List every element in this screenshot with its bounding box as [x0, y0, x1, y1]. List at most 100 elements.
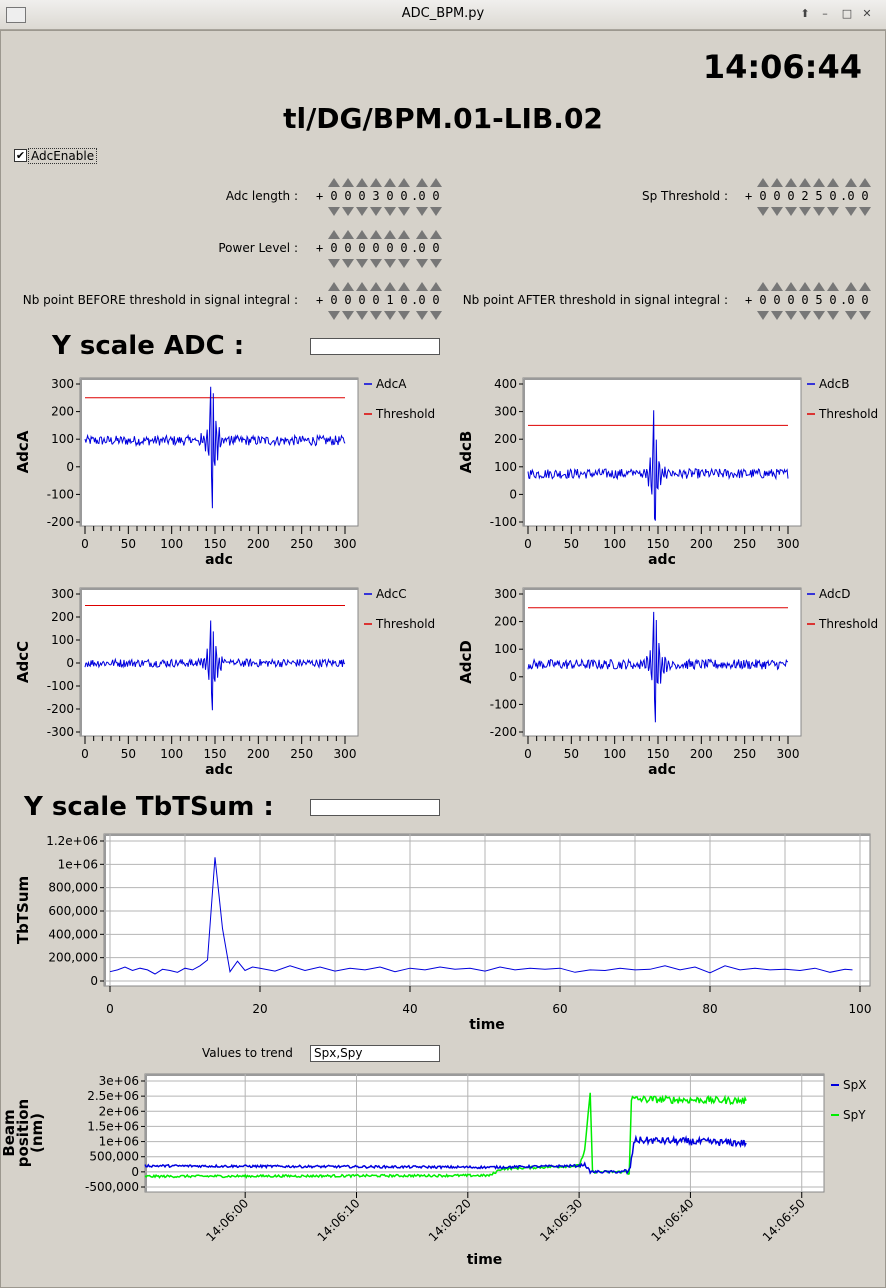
arrow-down-icon[interactable]	[356, 207, 368, 216]
arrow-up-icon[interactable]	[813, 178, 825, 187]
arrow-up-icon[interactable]	[757, 178, 769, 187]
arrow-down-icon[interactable]	[785, 207, 797, 216]
arrow-down-icon[interactable]	[771, 311, 783, 320]
arrow-down-icon[interactable]	[416, 311, 428, 320]
arrow-up-icon[interactable]	[827, 282, 839, 291]
arrow-down-icon[interactable]	[398, 259, 410, 268]
arrow-down-icon[interactable]	[430, 311, 442, 320]
arrow-up-icon[interactable]	[370, 282, 382, 291]
close-icon[interactable]: ✕	[862, 7, 872, 20]
arrow-up-icon[interactable]	[370, 230, 382, 239]
arrow-down-icon[interactable]	[845, 207, 857, 216]
arrow-down-icon[interactable]	[370, 207, 382, 216]
wheel-digit[interactable]: 0	[785, 282, 797, 320]
trend-input[interactable]: Spx,Spy	[310, 1045, 440, 1062]
arrow-down-icon[interactable]	[356, 311, 368, 320]
yscale-adc-input[interactable]	[310, 338, 440, 355]
arrow-up-icon[interactable]	[384, 230, 396, 239]
arrow-down-icon[interactable]	[398, 207, 410, 216]
arrow-down-icon[interactable]	[342, 259, 354, 268]
arrow-up-icon[interactable]	[416, 178, 428, 187]
arrow-down-icon[interactable]	[859, 311, 871, 320]
wheel-digit[interactable]: 0	[785, 178, 797, 216]
arrow-up-icon[interactable]	[416, 230, 428, 239]
wheel-digit[interactable]: 0	[342, 230, 354, 268]
arrow-up-icon[interactable]	[799, 282, 811, 291]
wheel-digit[interactable]: 0	[799, 282, 811, 320]
arrow-up-icon[interactable]	[416, 282, 428, 291]
wheel-digit[interactable]: 0	[328, 230, 340, 268]
arrow-down-icon[interactable]	[859, 207, 871, 216]
arrow-down-icon[interactable]	[398, 311, 410, 320]
arrow-up-icon[interactable]	[328, 178, 340, 187]
keep-above-icon[interactable]: ⬆	[800, 7, 810, 20]
wheel-digit[interactable]: 0	[398, 282, 410, 320]
arrow-down-icon[interactable]	[342, 207, 354, 216]
wheel-digit[interactable]: 5	[813, 178, 825, 216]
arrow-up-icon[interactable]	[430, 178, 442, 187]
arrow-up-icon[interactable]	[342, 178, 354, 187]
arrow-up-icon[interactable]	[771, 178, 783, 187]
arrow-down-icon[interactable]	[430, 207, 442, 216]
arrow-up-icon[interactable]	[342, 282, 354, 291]
arrow-up-icon[interactable]	[356, 230, 368, 239]
arrow-up-icon[interactable]	[785, 178, 797, 187]
arrow-down-icon[interactable]	[799, 207, 811, 216]
wheel-digit[interactable]: 0	[370, 282, 382, 320]
minimize-icon[interactable]: –	[822, 7, 828, 20]
arrow-up-icon[interactable]	[356, 178, 368, 187]
wheel-digit[interactable]: 0	[771, 178, 783, 216]
wheel-digit[interactable]: 5	[813, 282, 825, 320]
arrow-up-icon[interactable]	[430, 230, 442, 239]
wheel-digit[interactable]: 0	[757, 178, 769, 216]
wheel-digit[interactable]: 0	[827, 178, 839, 216]
arrow-up-icon[interactable]	[845, 178, 857, 187]
arrow-up-icon[interactable]	[342, 230, 354, 239]
arrow-up-icon[interactable]	[398, 282, 410, 291]
arrow-up-icon[interactable]	[827, 178, 839, 187]
window-menu-icon[interactable]	[6, 7, 26, 23]
wheel-digit[interactable]: 0	[328, 282, 340, 320]
wheel-digit[interactable]: 0	[384, 178, 396, 216]
arrow-down-icon[interactable]	[827, 207, 839, 216]
arrow-up-icon[interactable]	[757, 282, 769, 291]
arrow-down-icon[interactable]	[384, 311, 396, 320]
arrow-down-icon[interactable]	[799, 311, 811, 320]
arrow-up-icon[interactable]	[398, 230, 410, 239]
arrow-up-icon[interactable]	[328, 230, 340, 239]
arrow-up-icon[interactable]	[859, 178, 871, 187]
wheel-digit[interactable]: 0	[416, 230, 428, 268]
arrow-down-icon[interactable]	[328, 259, 340, 268]
wheel-digit[interactable]: 0	[398, 178, 410, 216]
wheel-digit[interactable]: 0	[757, 282, 769, 320]
arrow-down-icon[interactable]	[384, 207, 396, 216]
arrow-up-icon[interactable]	[370, 178, 382, 187]
arrow-down-icon[interactable]	[416, 259, 428, 268]
arrow-down-icon[interactable]	[416, 207, 428, 216]
arrow-down-icon[interactable]	[845, 311, 857, 320]
wheel-digit[interactable]: 0	[356, 178, 368, 216]
arrow-up-icon[interactable]	[785, 282, 797, 291]
arrow-up-icon[interactable]	[398, 178, 410, 187]
wheel-digit[interactable]: 0	[771, 282, 783, 320]
wheel-digit[interactable]: 0	[430, 282, 442, 320]
wheel-digit[interactable]: 0	[356, 282, 368, 320]
arrow-down-icon[interactable]	[342, 311, 354, 320]
arrow-down-icon[interactable]	[785, 311, 797, 320]
maximize-icon[interactable]: □	[841, 7, 853, 20]
arrow-up-icon[interactable]	[430, 282, 442, 291]
wheel-digit[interactable]: 0	[370, 230, 382, 268]
arrow-up-icon[interactable]	[859, 282, 871, 291]
wheel-digit[interactable]: 0	[342, 282, 354, 320]
wheel-digit[interactable]: 2	[799, 178, 811, 216]
arrow-down-icon[interactable]	[757, 311, 769, 320]
arrow-up-icon[interactable]	[799, 178, 811, 187]
arrow-down-icon[interactable]	[328, 311, 340, 320]
arrow-down-icon[interactable]	[771, 207, 783, 216]
arrow-down-icon[interactable]	[370, 311, 382, 320]
arrow-up-icon[interactable]	[813, 282, 825, 291]
wheel-digit[interactable]: 0	[859, 282, 871, 320]
arrow-down-icon[interactable]	[757, 207, 769, 216]
wheel-digit[interactable]: 0	[827, 282, 839, 320]
arrow-down-icon[interactable]	[328, 207, 340, 216]
